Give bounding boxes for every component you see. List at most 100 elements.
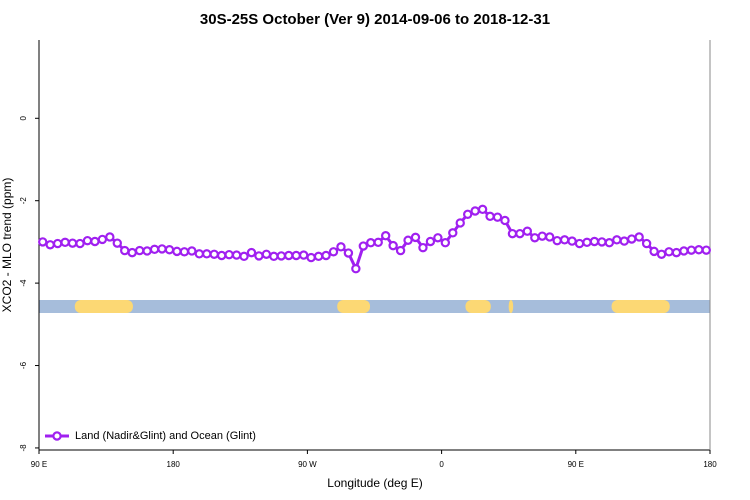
point	[254, 251, 264, 261]
point	[194, 249, 204, 259]
y-tick-label: 0	[19, 116, 28, 121]
point	[313, 251, 324, 262]
legend-marker	[52, 431, 62, 441]
point	[134, 245, 145, 256]
land-band	[508, 300, 514, 313]
land-band	[337, 300, 371, 313]
point	[686, 245, 697, 255]
point	[641, 238, 652, 249]
point	[45, 240, 55, 250]
point	[433, 233, 443, 243]
point	[559, 235, 570, 245]
point	[351, 263, 361, 274]
point	[552, 235, 562, 246]
point	[373, 237, 383, 248]
point	[216, 250, 227, 261]
point	[97, 234, 108, 245]
point	[574, 238, 585, 249]
point	[567, 236, 577, 246]
point	[649, 246, 659, 257]
ocean-band	[39, 300, 710, 313]
point	[246, 247, 257, 258]
point	[418, 242, 428, 253]
point	[67, 238, 78, 248]
point	[172, 246, 182, 257]
point	[440, 238, 451, 248]
chart-title: 30S-25S October (Ver 9) 2014-09-06 to 20…	[200, 11, 550, 28]
point	[157, 244, 167, 254]
land-band	[74, 300, 133, 313]
point	[455, 218, 465, 228]
point	[500, 215, 510, 226]
point	[358, 241, 369, 251]
point	[291, 250, 301, 261]
point	[179, 247, 190, 257]
y-tick-label: -4	[19, 279, 28, 287]
point	[269, 251, 279, 262]
point	[477, 204, 488, 215]
point	[545, 232, 555, 242]
point	[343, 248, 354, 258]
point	[149, 244, 160, 255]
point	[515, 228, 525, 239]
point	[306, 252, 316, 263]
point	[522, 226, 533, 236]
point	[679, 246, 689, 256]
point	[336, 242, 346, 252]
point	[425, 236, 436, 247]
point	[276, 251, 287, 261]
x-tick-label: 0	[439, 460, 444, 469]
point	[90, 236, 100, 247]
point	[634, 232, 644, 242]
point	[209, 249, 219, 259]
point	[597, 237, 607, 247]
x-tick-label: 90 E	[568, 460, 584, 469]
point	[462, 209, 473, 220]
point	[701, 245, 711, 255]
point	[470, 206, 480, 216]
point	[448, 228, 458, 238]
point	[328, 247, 339, 257]
point	[395, 245, 406, 256]
point	[52, 238, 63, 249]
point	[366, 238, 376, 248]
point	[485, 211, 495, 222]
point	[656, 249, 667, 259]
point	[164, 245, 175, 255]
point	[231, 250, 242, 260]
point	[261, 249, 272, 259]
point	[492, 212, 503, 222]
point	[604, 238, 615, 248]
point	[671, 247, 682, 258]
point	[589, 236, 600, 247]
point	[321, 250, 331, 261]
point	[612, 235, 622, 245]
point	[105, 232, 115, 242]
point	[537, 231, 547, 241]
point	[380, 231, 391, 241]
point	[142, 246, 152, 256]
point	[75, 238, 85, 249]
point	[82, 235, 93, 246]
point	[694, 245, 704, 255]
x-tick-label: 90 E	[31, 460, 47, 469]
point	[60, 237, 70, 248]
point	[187, 246, 197, 256]
land-band	[465, 300, 491, 313]
x-tick-label: 180	[703, 460, 717, 469]
point	[224, 249, 234, 260]
point	[530, 233, 540, 243]
point	[410, 232, 421, 243]
point	[507, 228, 518, 239]
point	[619, 236, 629, 246]
point	[388, 240, 398, 251]
point	[664, 247, 674, 257]
y-tick-label: -6	[19, 361, 28, 369]
point	[284, 250, 294, 261]
point	[202, 249, 212, 259]
land-band	[611, 300, 670, 313]
x-axis-label: Longitude (deg E)	[327, 476, 422, 490]
point	[38, 237, 48, 247]
y-tick-label: -2	[19, 197, 28, 205]
